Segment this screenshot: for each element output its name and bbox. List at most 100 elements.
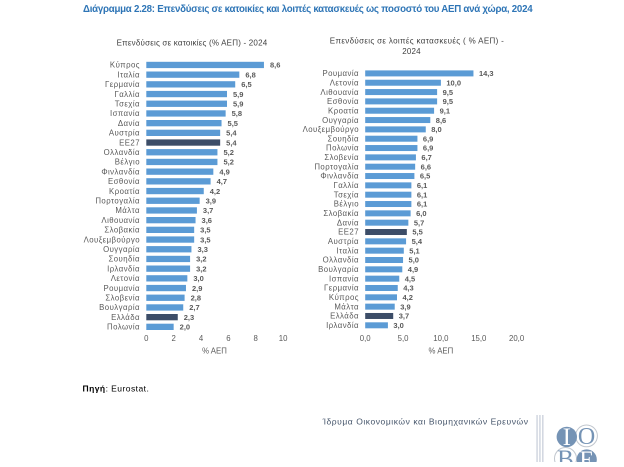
svg-text:Ιταλία: Ιταλία — [337, 246, 360, 255]
svg-text:4,2: 4,2 — [402, 293, 412, 302]
svg-text:3,5: 3,5 — [200, 235, 210, 244]
svg-text:2,0: 2,0 — [180, 323, 190, 332]
svg-text:Τσεχία: Τσεχία — [115, 99, 140, 108]
svg-text:ΕΕ27: ΕΕ27 — [338, 228, 359, 237]
svg-text:3,2: 3,2 — [196, 264, 206, 273]
svg-text:Αυστρία: Αυστρία — [109, 129, 140, 138]
svg-text:4,9: 4,9 — [219, 167, 229, 176]
svg-text:6,6: 6,6 — [421, 162, 431, 171]
svg-text:0: 0 — [144, 334, 149, 343]
svg-text:% ΑΕΠ: % ΑΕΠ — [429, 347, 454, 356]
svg-text:Ρουμανία: Ρουμανία — [322, 69, 359, 78]
svg-text:Γαλλία: Γαλλία — [333, 181, 359, 190]
svg-text:Σλοβενία: Σλοβενία — [324, 153, 359, 162]
svg-text:Σλοβακία: Σλοβακία — [104, 226, 140, 235]
svg-text:Κροατία: Κροατία — [109, 187, 140, 196]
svg-text:10,0: 10,0 — [446, 78, 461, 87]
svg-text:4,9: 4,9 — [408, 265, 418, 274]
svg-text:5,4: 5,4 — [412, 237, 423, 246]
svg-text:10,0: 10,0 — [433, 334, 449, 343]
svg-text:3,7: 3,7 — [203, 206, 213, 215]
svg-text:Πορτογαλία: Πορτογαλία — [314, 162, 359, 171]
svg-text:6,9: 6,9 — [423, 134, 433, 143]
svg-text:Μάλτα: Μάλτα — [115, 206, 140, 215]
svg-text:Ουγγαρία: Ουγγαρία — [103, 245, 140, 254]
svg-text:Αυστρία: Αυστρία — [328, 237, 359, 246]
svg-text:Ρουμανία: Ρουμανία — [103, 284, 140, 293]
svg-text:14,3: 14,3 — [479, 69, 494, 78]
svg-text:6: 6 — [226, 334, 230, 343]
svg-text:Φινλανδία: Φινλανδία — [320, 172, 359, 181]
svg-text:Ιταλία: Ιταλία — [118, 70, 141, 79]
svg-text:Φινλανδία: Φινλανδία — [101, 167, 140, 176]
svg-text:9,5: 9,5 — [443, 97, 453, 106]
svg-text:5,5: 5,5 — [228, 119, 238, 128]
svg-text:6,1: 6,1 — [417, 200, 427, 209]
svg-text:6,5: 6,5 — [420, 172, 430, 181]
svg-text:4,7: 4,7 — [217, 177, 227, 186]
svg-text:9,1: 9,1 — [440, 106, 450, 115]
svg-text:6,1: 6,1 — [417, 181, 427, 190]
svg-text:20,0: 20,0 — [509, 334, 525, 343]
svg-text:3,0: 3,0 — [193, 274, 203, 283]
svg-text:Γερμανία: Γερμανία — [105, 80, 140, 89]
svg-text:6,0: 6,0 — [416, 209, 426, 218]
svg-text:6,8: 6,8 — [245, 70, 255, 79]
svg-text:Πολωνία: Πολωνία — [326, 144, 359, 153]
svg-text:2,3: 2,3 — [184, 313, 194, 322]
svg-text:Ολλανδία: Ολλανδία — [323, 256, 359, 265]
svg-text:Επενδύσεις σε κατοικίες (% ΑΕΠ: Επενδύσεις σε κατοικίες (% ΑΕΠ) - 2024 — [117, 39, 268, 48]
svg-text:Εσθονία: Εσθονία — [108, 177, 140, 186]
svg-text:3,9: 3,9 — [400, 302, 410, 311]
svg-text:15,0: 15,0 — [471, 334, 487, 343]
svg-text:Πολωνία: Πολωνία — [107, 323, 140, 332]
svg-text:ΕΕ27: ΕΕ27 — [119, 138, 140, 147]
svg-text:Λετονία: Λετονία — [330, 78, 359, 87]
svg-text:Δανία: Δανία — [118, 119, 140, 128]
svg-text:Ισπανία: Ισπανία — [110, 109, 140, 118]
svg-text:Ουγγαρία: Ουγγαρία — [322, 116, 359, 125]
svg-text:5,0: 5,0 — [398, 334, 410, 343]
svg-text:3,2: 3,2 — [196, 255, 206, 264]
svg-text:Τσεχία: Τσεχία — [334, 190, 359, 199]
svg-text:Ιρλανδία: Ιρλανδία — [107, 264, 140, 273]
svg-text:Βουλγαρία: Βουλγαρία — [318, 265, 359, 274]
svg-text:8,6: 8,6 — [270, 61, 280, 70]
svg-text:Ιρλανδία: Ιρλανδία — [326, 321, 359, 330]
svg-text:Λουξεμβούργο: Λουξεμβούργο — [303, 125, 360, 134]
svg-text:Εσθονία: Εσθονία — [327, 97, 359, 106]
svg-text:4,3: 4,3 — [403, 284, 413, 293]
svg-text:Δανία: Δανία — [337, 218, 359, 227]
svg-text:Γερμανία: Γερμανία — [324, 284, 359, 293]
svg-text:5,5: 5,5 — [412, 228, 422, 237]
svg-text:3,6: 3,6 — [202, 216, 212, 225]
svg-text:5,9: 5,9 — [233, 90, 243, 99]
svg-text:5,9: 5,9 — [233, 99, 243, 108]
svg-text:5,7: 5,7 — [414, 218, 424, 227]
svg-text:5,4: 5,4 — [226, 129, 237, 138]
svg-text:Πορτογαλία: Πορτογαλία — [95, 196, 140, 205]
svg-text:10: 10 — [279, 334, 288, 343]
svg-text:3,7: 3,7 — [399, 312, 409, 321]
svg-text:Γαλλία: Γαλλία — [114, 90, 140, 99]
svg-text:4: 4 — [199, 334, 204, 343]
svg-text:Κύπρος: Κύπρος — [329, 293, 359, 302]
svg-text:Λιθουανία: Λιθουανία — [101, 216, 140, 225]
svg-text:Μάλτα: Μάλτα — [334, 302, 359, 311]
svg-text:Σλοβακία: Σλοβακία — [323, 209, 359, 218]
svg-text:3,9: 3,9 — [206, 196, 216, 205]
svg-text:3,3: 3,3 — [197, 245, 207, 254]
svg-text:2,7: 2,7 — [189, 303, 199, 312]
svg-text:I: I — [563, 424, 571, 451]
svg-text:2,9: 2,9 — [192, 284, 202, 293]
svg-text:9,5: 9,5 — [443, 88, 453, 97]
svg-text:5,2: 5,2 — [223, 148, 233, 157]
svg-text:Βουλγαρία: Βουλγαρία — [99, 303, 140, 312]
svg-text:2,8: 2,8 — [191, 293, 201, 302]
svg-text:6,5: 6,5 — [241, 80, 251, 89]
svg-text:Λιθουανία: Λιθουανία — [320, 88, 359, 97]
svg-text:5,0: 5,0 — [409, 256, 419, 265]
svg-text:Ισπανία: Ισπανία — [329, 274, 359, 283]
svg-text:8: 8 — [254, 334, 258, 343]
svg-text:O: O — [578, 424, 595, 450]
